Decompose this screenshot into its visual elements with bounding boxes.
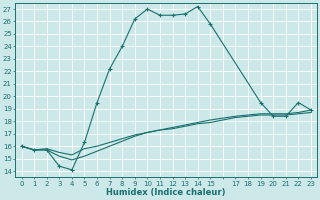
X-axis label: Humidex (Indice chaleur): Humidex (Indice chaleur) — [107, 188, 226, 197]
